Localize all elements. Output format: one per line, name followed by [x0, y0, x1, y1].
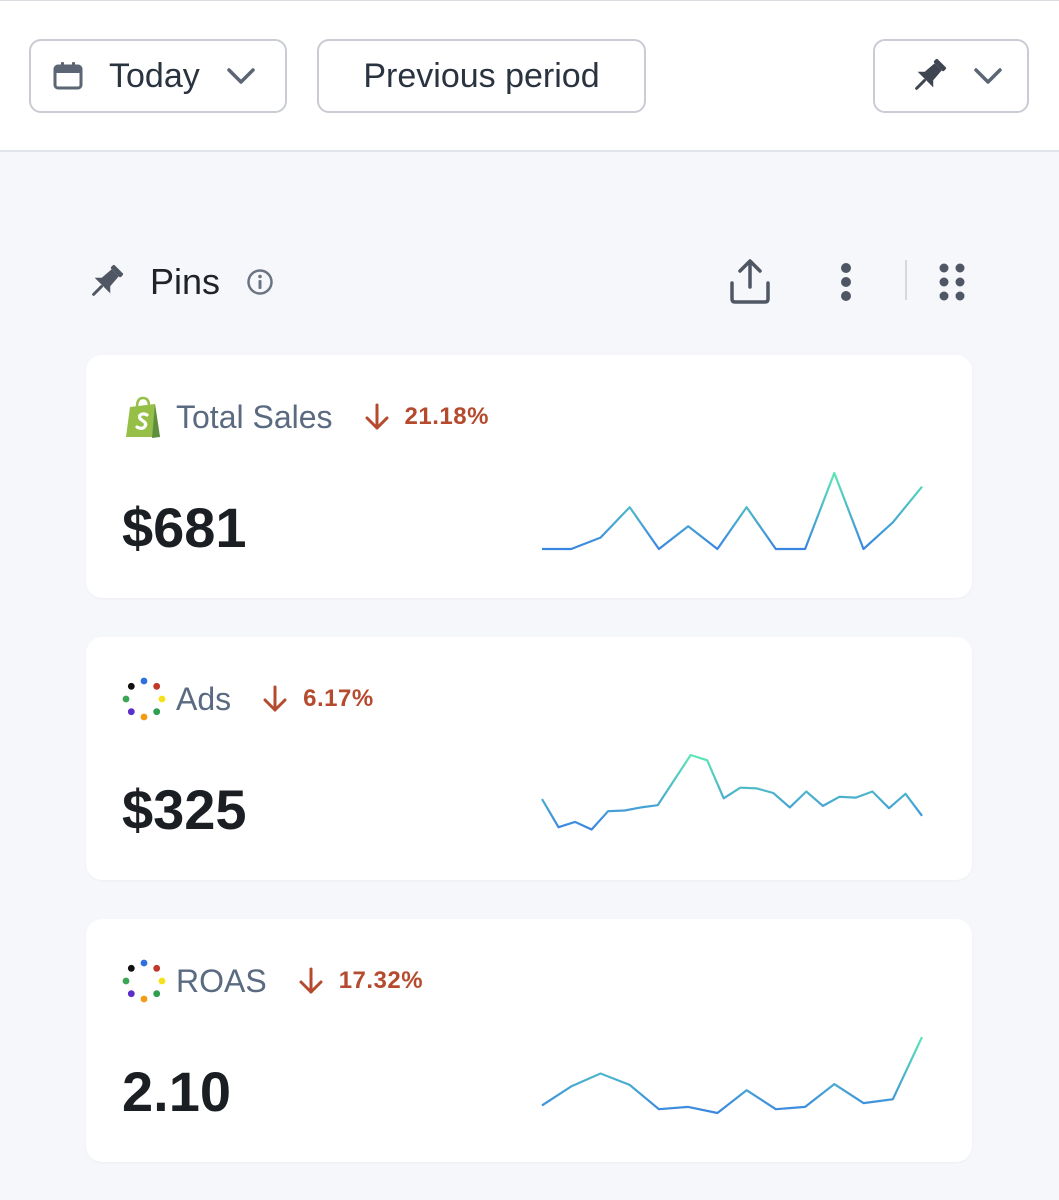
divider — [905, 260, 907, 300]
share-icon[interactable] — [728, 259, 772, 305]
card-title: ROAS — [176, 962, 267, 999]
calendar-icon — [53, 62, 83, 90]
metric-card-ads[interactable]: Ads 6.17% $325 — [86, 637, 972, 880]
arrow-down-icon — [365, 403, 389, 430]
top-toolbar: Today Previous period — [0, 0, 1059, 152]
ads-dots-icon — [122, 677, 166, 721]
metric-value: 2.10 — [122, 1060, 231, 1123]
delta-percent: 21.18% — [404, 403, 489, 430]
sparkline-series — [542, 471, 923, 551]
sparkline-chart — [542, 471, 923, 551]
pin-menu-button[interactable] — [873, 39, 1029, 113]
card-title: Total Sales — [176, 398, 333, 435]
chevron-down-icon — [226, 68, 255, 84]
info-icon[interactable] — [246, 268, 274, 296]
arrow-down-icon — [263, 685, 287, 712]
sparkline-chart — [541, 753, 923, 831]
metric-card-total-sales[interactable]: Total Sales 21.18% $681 — [86, 355, 972, 598]
delta-percent: 17.32% — [338, 967, 424, 994]
comparison-period-button[interactable]: Previous period — [317, 39, 646, 113]
more-options-icon[interactable] — [839, 262, 853, 302]
pin-icon — [915, 58, 947, 90]
chevron-down-icon — [974, 68, 1002, 84]
section-title: Pins — [150, 261, 221, 302]
date-range-button[interactable]: Today — [29, 39, 287, 113]
shopify-icon — [126, 396, 160, 438]
sparkline-series — [541, 753, 923, 831]
metric-value: $681 — [122, 496, 247, 559]
sparkline-series — [541, 1036, 923, 1115]
card-title: Ads — [176, 680, 232, 717]
pins-section-header: Pins — [86, 255, 972, 309]
metric-value: $325 — [122, 778, 247, 841]
drag-handle-icon[interactable] — [938, 262, 966, 302]
date-range-label: Today — [109, 56, 200, 95]
metric-card-roas[interactable]: ROAS 17.32% 2.10 — [86, 919, 972, 1162]
sparkline-chart — [541, 1036, 923, 1115]
arrow-down-icon — [299, 967, 323, 994]
delta-percent: 6.17% — [303, 685, 374, 712]
comparison-period-label: Previous period — [363, 56, 600, 95]
ads-dots-icon — [122, 959, 166, 1003]
pin-icon — [92, 264, 124, 296]
